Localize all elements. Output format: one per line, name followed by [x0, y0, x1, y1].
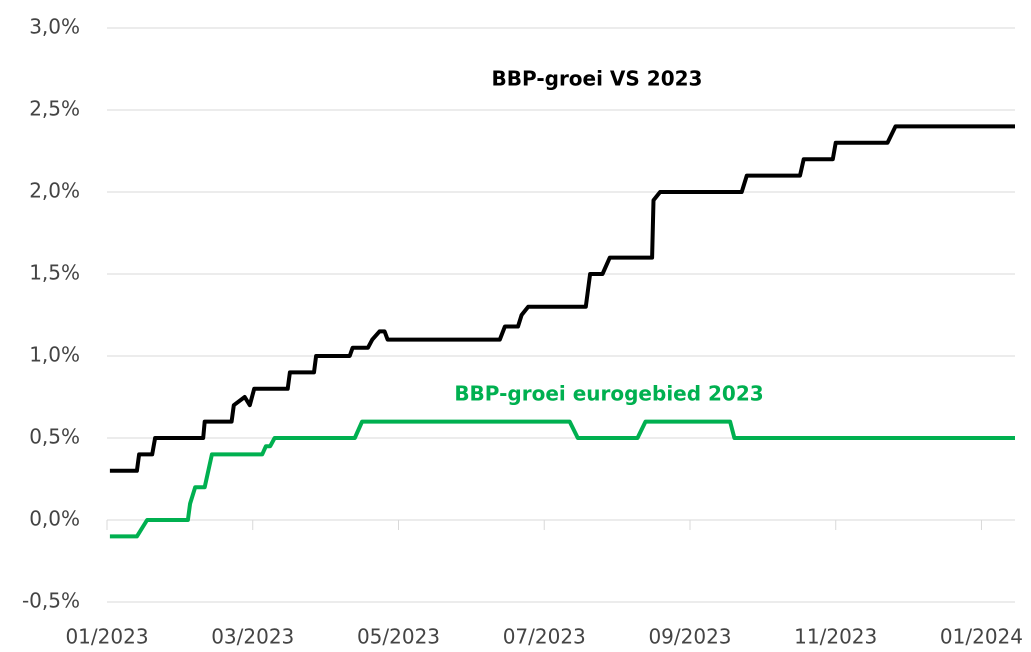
x-tick-label: 01/2024: [940, 625, 1023, 649]
x-tick-label: 05/2023: [357, 625, 440, 649]
y-tick-label: 3,0%: [29, 15, 80, 39]
y-tick-label: 2,5%: [29, 97, 80, 121]
y-tick-label: 1,5%: [29, 261, 80, 285]
y-tick-label: 0,0%: [29, 507, 80, 531]
y-tick-label: 2,0%: [29, 179, 80, 203]
x-tick-label: 09/2023: [648, 625, 731, 649]
series-label: BBP-groei VS 2023: [492, 67, 703, 91]
x-tick-label: 11/2023: [794, 625, 877, 649]
y-tick-label: 1,0%: [29, 343, 80, 367]
y-tick-label: 0,5%: [29, 425, 80, 449]
series-label: BBP-groei eurogebied 2023: [454, 382, 763, 406]
series-line: [109, 419, 1015, 539]
x-tick-label: 07/2023: [503, 625, 586, 649]
y-tick-label: -0,5%: [22, 589, 80, 613]
x-tick-label: 03/2023: [211, 625, 294, 649]
series-line: [109, 124, 1015, 473]
x-tick-label: 01/2023: [65, 625, 148, 649]
